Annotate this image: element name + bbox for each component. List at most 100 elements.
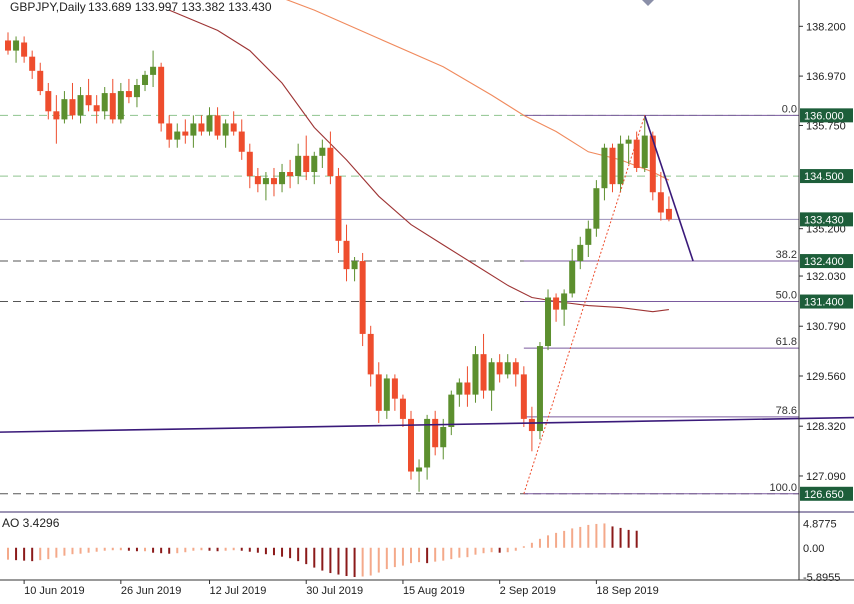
price-tag-label: 133.430 [804,214,844,226]
candle-body [504,362,511,375]
candle-body [125,91,132,98]
candle-body [13,40,20,51]
price-tag-label: 132.400 [804,256,844,268]
candle-body [343,240,350,270]
fib-level-label: 100.0 [769,482,797,494]
price-tag-box [800,486,853,501]
candle-body [601,147,608,189]
candle-body [166,123,173,140]
candle-body [206,115,213,132]
candle-body [262,178,269,185]
candle-body [295,155,302,177]
candle-body [536,346,543,432]
y-tick-label: 130.790 [806,321,846,333]
x-tick-label: 18 Sep 2019 [596,585,658,597]
candle-body [53,111,60,120]
candle-body [222,123,229,136]
candle-body [327,147,334,177]
candle-body [440,427,447,448]
candle-body [85,95,92,106]
candle-body [182,131,189,136]
candle-body [303,155,310,173]
candle-body [101,93,108,112]
candle-body [335,176,342,241]
x-tick-label: 2 Sep 2019 [500,585,556,597]
candle-body [585,228,592,245]
candle-body [190,123,197,136]
candle-body [464,382,471,395]
candle-body [496,362,503,375]
candle-body [593,188,600,229]
candle-body [254,176,261,185]
down-line [643,115,694,262]
candle-body [383,378,390,411]
candle-body [142,74,149,85]
candle-body [456,382,463,395]
candle-body [367,333,374,375]
ma-fast-line [285,0,670,181]
x-tick-label: 12 Jul 2019 [210,585,267,597]
candle-body [37,70,44,92]
ohlc-label: 133.689 133.997 133.382 133.430 [88,0,272,14]
candle-body [246,151,253,177]
trend-line [0,416,854,433]
x-tick-label: 30 Jul 2019 [306,585,363,597]
price-tag-label: 126.650 [804,489,844,501]
candle-body [488,362,495,391]
fibonacci-layer: 0.0 38.2 50.0 61.8 78.6 100.0 [523,103,799,495]
candle-body [561,293,568,310]
trendlines-layer [0,115,854,494]
candle-body [21,42,28,57]
price-tag-box [800,294,853,309]
candle-body [117,91,124,120]
candle-body [230,123,237,132]
candle-body [61,99,68,120]
candle-body [69,99,76,116]
y-tick-label: 127.090 [806,471,846,483]
fib-level-label: 0.0 [782,103,797,115]
ao-title: AO 3.4296 [2,516,60,530]
y-tick-label: 129.560 [806,371,846,383]
candle-body [480,354,487,391]
y-tick-label: 135.200 [806,224,846,236]
ao-y-tick-label: 4.8775 [803,519,837,531]
candle-body [665,208,672,220]
fib-level-label: 61.8 [776,336,797,348]
candle-body [625,139,632,144]
candle-body [109,93,116,120]
candle-body [399,398,406,419]
price-tag-box [800,212,853,227]
candle-body [133,84,140,98]
ao-y-tick-label: 0.00 [803,543,824,555]
candle-body [198,123,205,132]
ao-layer [7,523,638,578]
fib-level-label: 78.6 [776,405,797,417]
ao-y-tick-label: -5.8955 [803,572,840,584]
y-tick-label: 128.320 [806,421,846,433]
grid-layer [0,114,799,495]
x-tick-label: 10 Jun 2019 [24,585,85,597]
fib-level-label: 50.0 [776,290,797,302]
price-tag-label: 136.000 [804,110,844,122]
candle-body [617,143,624,185]
candle-body [408,418,414,472]
candle-body [577,244,584,262]
candle-body [45,91,52,112]
candle-body [391,378,398,399]
price-tag-box [800,108,853,123]
candle-body [311,155,318,173]
candle-body [641,135,648,168]
candle-body [214,115,221,136]
candle-body [472,354,479,395]
candle-body [351,261,358,270]
candle-body [150,66,157,75]
candle-body [319,147,326,156]
y-tick-label: 135.750 [806,120,846,132]
y-tick-label: 136.970 [806,71,846,83]
candle-body [174,131,181,140]
candle-body [553,297,560,310]
candle-body [238,131,245,152]
